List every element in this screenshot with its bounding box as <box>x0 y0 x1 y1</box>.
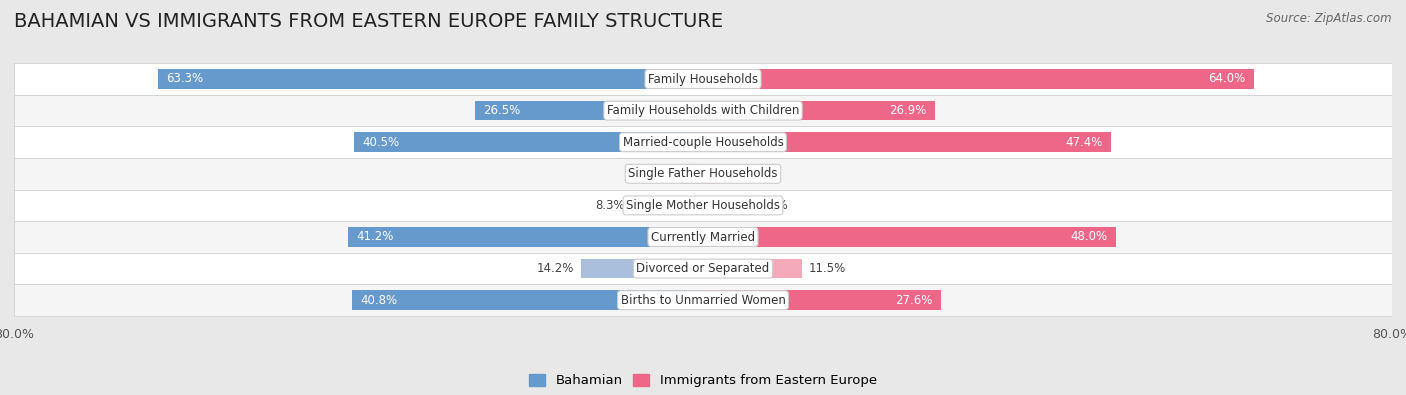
Text: Family Households: Family Households <box>648 73 758 85</box>
Text: 26.5%: 26.5% <box>484 104 520 117</box>
Bar <box>703 132 1111 152</box>
Text: Married-couple Households: Married-couple Households <box>623 136 783 149</box>
Text: 27.6%: 27.6% <box>894 294 932 307</box>
Bar <box>703 101 935 120</box>
Text: Source: ZipAtlas.com: Source: ZipAtlas.com <box>1267 12 1392 25</box>
Bar <box>703 290 941 310</box>
Bar <box>703 69 1254 89</box>
Bar <box>631 196 703 215</box>
Bar <box>14 158 1392 190</box>
Bar <box>475 101 703 120</box>
Bar <box>14 63 1392 95</box>
Text: 2.5%: 2.5% <box>645 167 675 180</box>
Bar <box>349 227 703 247</box>
Bar <box>703 227 1116 247</box>
Bar <box>14 253 1392 284</box>
Bar <box>703 164 720 184</box>
Text: 40.5%: 40.5% <box>363 136 399 149</box>
Text: 63.3%: 63.3% <box>166 73 204 85</box>
Bar <box>14 284 1392 316</box>
Bar <box>703 259 801 278</box>
Text: Family Households with Children: Family Households with Children <box>607 104 799 117</box>
Text: Divorced or Separated: Divorced or Separated <box>637 262 769 275</box>
Text: 5.6%: 5.6% <box>758 199 787 212</box>
Text: 40.8%: 40.8% <box>360 294 398 307</box>
Text: 26.9%: 26.9% <box>889 104 927 117</box>
Bar <box>703 196 751 215</box>
Text: Single Mother Households: Single Mother Households <box>626 199 780 212</box>
Bar <box>14 221 1392 253</box>
Bar <box>352 290 703 310</box>
Text: 48.0%: 48.0% <box>1070 231 1108 243</box>
Bar <box>14 95 1392 126</box>
Bar <box>581 259 703 278</box>
Text: 64.0%: 64.0% <box>1208 73 1246 85</box>
Bar <box>14 126 1392 158</box>
Text: 2.0%: 2.0% <box>727 167 756 180</box>
Bar <box>14 190 1392 221</box>
Text: 11.5%: 11.5% <box>808 262 846 275</box>
Legend: Bahamian, Immigrants from Eastern Europe: Bahamian, Immigrants from Eastern Europe <box>524 369 882 393</box>
Text: 14.2%: 14.2% <box>537 262 574 275</box>
Bar <box>354 132 703 152</box>
Text: Currently Married: Currently Married <box>651 231 755 243</box>
Text: Single Father Households: Single Father Households <box>628 167 778 180</box>
Bar <box>682 164 703 184</box>
Text: 47.4%: 47.4% <box>1066 136 1102 149</box>
Bar <box>157 69 703 89</box>
Text: Births to Unmarried Women: Births to Unmarried Women <box>620 294 786 307</box>
Text: 8.3%: 8.3% <box>595 199 624 212</box>
Text: 41.2%: 41.2% <box>357 231 394 243</box>
Text: BAHAMIAN VS IMMIGRANTS FROM EASTERN EUROPE FAMILY STRUCTURE: BAHAMIAN VS IMMIGRANTS FROM EASTERN EURO… <box>14 12 723 31</box>
